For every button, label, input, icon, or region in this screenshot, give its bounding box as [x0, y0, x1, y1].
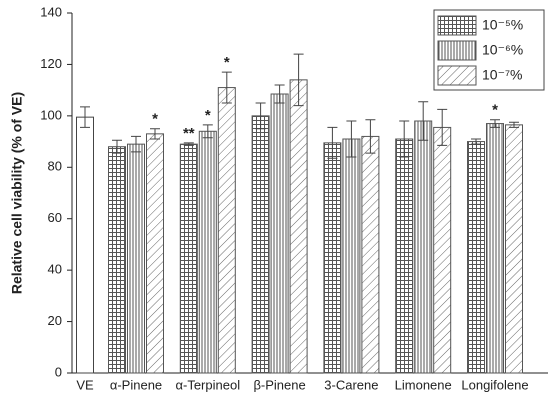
error-bar	[437, 108, 448, 146]
legend-swatch	[437, 40, 477, 61]
bar	[198, 130, 217, 374]
y-tick-label: 140	[40, 4, 62, 19]
error-bar	[131, 135, 141, 153]
error-bar	[255, 102, 266, 130]
error-bar	[80, 106, 90, 128]
y-tick-label: 40	[48, 262, 62, 277]
legend-label: 10⁻⁵%	[482, 17, 523, 33]
error-bar	[274, 84, 285, 104]
bar	[467, 141, 485, 374]
error-bar	[293, 53, 304, 107]
x-tick-label: Longifolene	[461, 377, 528, 392]
bar	[323, 142, 342, 374]
bar	[127, 143, 145, 374]
bar	[414, 120, 433, 374]
x-tick-label: Limonene	[395, 377, 452, 392]
error-bar	[418, 101, 429, 141]
x-tick-label: 3-Carene	[324, 377, 378, 392]
bar	[270, 93, 289, 374]
significance-label: *	[152, 111, 158, 128]
legend-swatch	[437, 65, 477, 86]
bar	[289, 79, 308, 374]
x-tick-label: VE	[76, 377, 94, 392]
bar	[395, 138, 414, 374]
error-bar	[346, 120, 357, 158]
significance-label: *	[205, 107, 211, 124]
significance-label: **	[183, 125, 195, 142]
error-bar	[490, 119, 500, 128]
x-tick-label: β-Pinene	[253, 377, 305, 392]
error-bar	[365, 119, 376, 154]
y-tick-label: 100	[40, 107, 62, 122]
error-bar	[327, 126, 338, 159]
y-tick-label: 120	[40, 56, 62, 71]
error-bar	[150, 128, 160, 140]
bar	[505, 124, 523, 374]
error-bar	[183, 142, 194, 146]
bar	[486, 123, 504, 374]
y-tick-label: 60	[48, 210, 62, 225]
y-tick-label: 20	[48, 313, 62, 328]
error-bar	[509, 121, 519, 128]
x-tick-label: α-Pinene	[110, 377, 162, 392]
significance-label: *	[224, 54, 230, 71]
y-axis-title: Relative cell viability (% of VE)	[9, 92, 25, 294]
bar	[217, 87, 236, 374]
x-tick-label: α-Terpineol	[175, 377, 240, 392]
legend-label: 10⁻⁷%	[482, 67, 522, 83]
bar	[342, 138, 361, 374]
error-bar	[112, 139, 122, 154]
y-tick-label: 80	[48, 159, 62, 174]
legend-label: 10⁻⁶%	[482, 42, 523, 58]
bar	[361, 135, 380, 374]
error-bar	[471, 138, 481, 145]
error-bar	[202, 124, 213, 139]
y-tick-label: 0	[55, 364, 62, 379]
significance-label: *	[492, 102, 498, 119]
error-bar	[221, 71, 232, 104]
bar	[108, 146, 126, 374]
bar	[251, 115, 270, 374]
bar	[179, 143, 198, 374]
bar	[146, 133, 164, 374]
legend-swatch	[437, 15, 477, 36]
bar	[433, 126, 452, 374]
error-bar	[399, 120, 410, 158]
bar	[76, 116, 94, 374]
